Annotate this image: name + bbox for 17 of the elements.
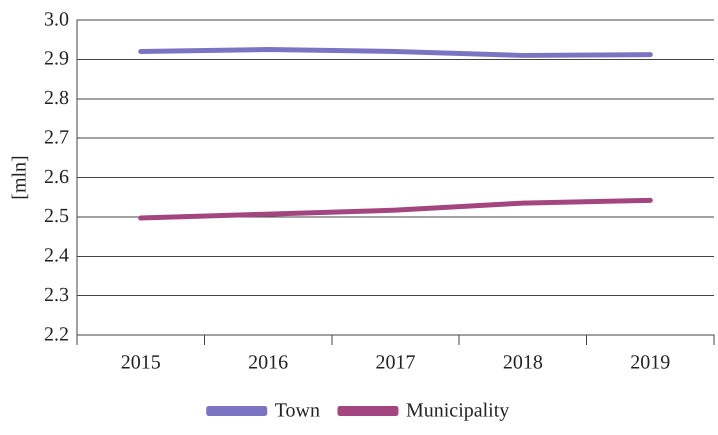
y-tick-label: 2.8 [44, 87, 69, 109]
y-tick-label: 2.7 [44, 126, 69, 148]
x-tick-label: 2015 [120, 351, 161, 374]
y-tick-label: 2.4 [44, 244, 69, 266]
y-tick-label: 2.3 [44, 284, 69, 306]
y-tick-label: 2.5 [44, 205, 69, 228]
x-tick-label: 2019 [630, 351, 670, 374]
legend-label: Municipality [406, 399, 510, 422]
x-tick-label: 2018 [502, 351, 543, 374]
y-tick-label: 2.6 [44, 166, 69, 188]
x-tick-label: 2016 [248, 351, 288, 374]
y-tick-label: 2.9 [44, 48, 69, 70]
x-tick-label: 2017 [376, 351, 416, 374]
legend-label: Town [274, 399, 320, 422]
y-tick-label: 3.0 [44, 8, 69, 30]
y-tick-label: 2.2 [44, 323, 69, 346]
y-axis-title: [mln] [8, 155, 30, 200]
